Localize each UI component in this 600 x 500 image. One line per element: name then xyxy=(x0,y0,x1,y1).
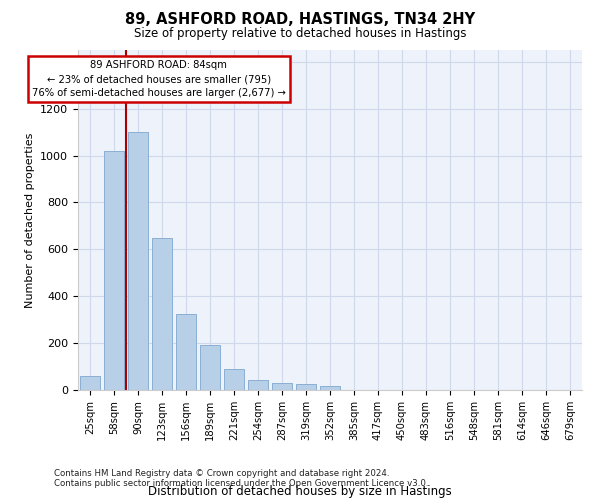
Bar xyxy=(128,132,148,390)
Text: Distribution of detached houses by size in Hastings: Distribution of detached houses by size … xyxy=(148,484,452,498)
Text: 89 ASHFORD ROAD: 84sqm
← 23% of detached houses are smaller (795)
76% of semi-de: 89 ASHFORD ROAD: 84sqm ← 23% of detached… xyxy=(32,60,286,98)
Bar xyxy=(272,384,292,390)
Bar xyxy=(152,238,172,390)
Bar xyxy=(320,386,340,390)
Bar xyxy=(200,346,220,390)
Bar xyxy=(80,376,100,390)
Bar xyxy=(104,151,124,390)
Y-axis label: Number of detached properties: Number of detached properties xyxy=(25,132,35,308)
Text: Size of property relative to detached houses in Hastings: Size of property relative to detached ho… xyxy=(134,28,466,40)
Text: Contains HM Land Registry data © Crown copyright and database right 2024.: Contains HM Land Registry data © Crown c… xyxy=(54,468,389,477)
Text: 89, ASHFORD ROAD, HASTINGS, TN34 2HY: 89, ASHFORD ROAD, HASTINGS, TN34 2HY xyxy=(125,12,475,28)
Bar xyxy=(296,384,316,390)
Bar xyxy=(248,380,268,390)
Text: Contains public sector information licensed under the Open Government Licence v3: Contains public sector information licen… xyxy=(54,478,428,488)
Bar xyxy=(176,314,196,390)
Bar xyxy=(224,369,244,390)
